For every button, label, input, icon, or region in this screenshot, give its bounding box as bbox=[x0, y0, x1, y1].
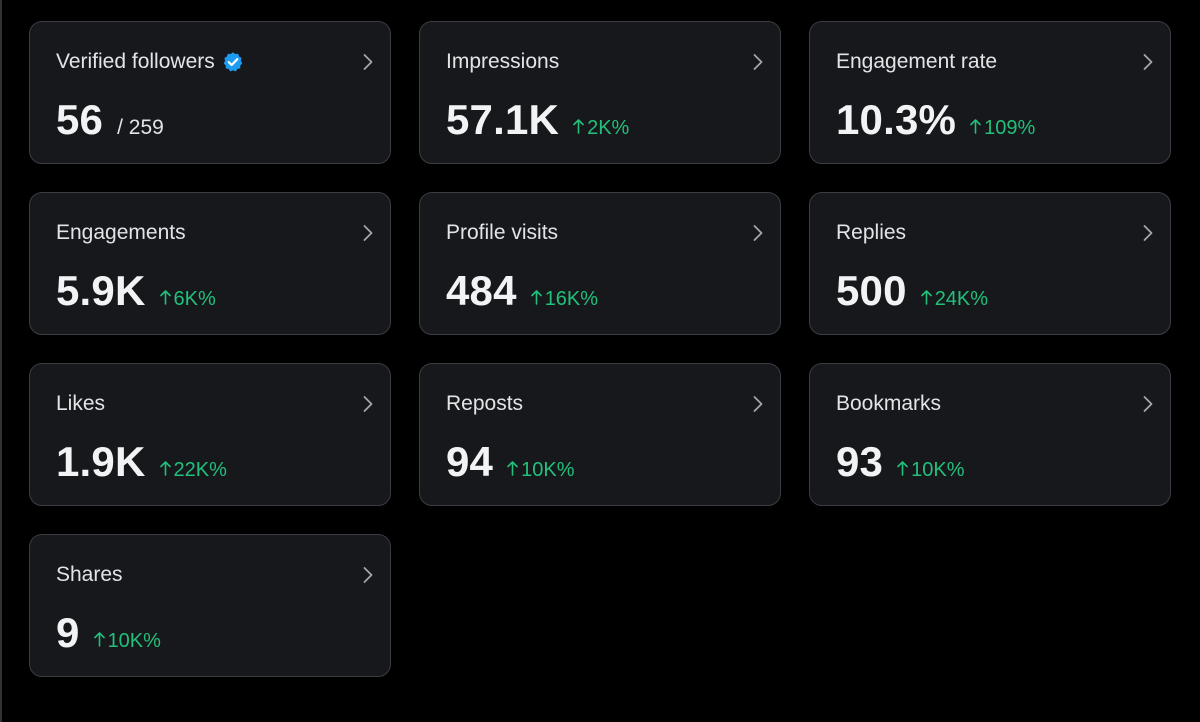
chevron-right-icon[interactable] bbox=[362, 224, 374, 242]
metric-label: Likes bbox=[56, 392, 106, 415]
metric-total: / 259 bbox=[117, 116, 164, 139]
metric-value: 93 bbox=[836, 438, 884, 485]
metric-change: 10K% bbox=[93, 630, 161, 653]
metric-change-value: 24K% bbox=[934, 288, 989, 310]
metric-card-bookmarks[interactable]: Bookmarks 93 10K% bbox=[809, 363, 1171, 506]
metric-value-row: 57.1K 2K% bbox=[446, 96, 629, 144]
metric-label-row: Engagements bbox=[56, 221, 186, 245]
metric-label: Verified followers bbox=[56, 50, 215, 73]
metric-value: 94 bbox=[446, 438, 494, 485]
arrow-up-icon bbox=[970, 117, 981, 140]
arrow-up-icon bbox=[530, 288, 542, 311]
metric-value-row: 94 10K% bbox=[446, 438, 575, 486]
metric-value-row: 1.9K 22K% bbox=[56, 438, 227, 486]
metric-label: Engagements bbox=[56, 221, 186, 244]
metric-value: 56 bbox=[56, 96, 104, 143]
metric-value: 57.1K bbox=[446, 96, 560, 143]
left-divider bbox=[0, 0, 2, 722]
metric-label-row: Replies bbox=[836, 221, 906, 245]
metric-change-value: 10K% bbox=[911, 459, 965, 481]
metric-card-engagement-rate[interactable]: Engagement rate 10.3% 109% bbox=[809, 21, 1171, 164]
chevron-right-icon[interactable] bbox=[1142, 53, 1154, 71]
arrow-up-icon bbox=[573, 117, 584, 140]
chevron-right-icon[interactable] bbox=[1142, 395, 1154, 413]
metric-label: Profile visits bbox=[446, 221, 559, 244]
metric-change: 24K% bbox=[920, 288, 989, 311]
chevron-right-icon[interactable] bbox=[362, 566, 374, 584]
metric-change-value: 2K% bbox=[587, 117, 630, 139]
metrics-grid: Verified followers 56 / 259 Impressions 57.1… bbox=[29, 21, 1171, 677]
metric-value-row: 500 24K% bbox=[836, 267, 988, 315]
metric-label-row: Verified followers bbox=[56, 50, 244, 74]
metric-change-value: 22K% bbox=[173, 459, 227, 481]
metric-label: Impressions bbox=[446, 50, 560, 73]
chevron-right-icon[interactable] bbox=[1142, 224, 1154, 242]
metric-label-row: Likes bbox=[56, 392, 105, 416]
metric-label-row: Engagement rate bbox=[836, 50, 997, 74]
metric-value-row: 5.9K 6K% bbox=[56, 267, 216, 315]
verified-badge-icon bbox=[222, 51, 244, 73]
metric-value: 10.3% bbox=[836, 96, 957, 143]
metric-label: Bookmarks bbox=[836, 392, 942, 415]
metric-card-profile-visits[interactable]: Profile visits 484 16K% bbox=[419, 192, 781, 335]
metric-change-value: 109% bbox=[984, 117, 1036, 139]
metric-label-row: Shares bbox=[56, 563, 123, 587]
metric-value: 484 bbox=[446, 267, 517, 314]
metric-change: 2K% bbox=[573, 117, 629, 140]
metric-value: 500 bbox=[836, 267, 907, 314]
metric-label-row: Impressions bbox=[446, 50, 559, 74]
metric-label-row: Reposts bbox=[446, 392, 523, 416]
metric-change: 22K% bbox=[159, 459, 227, 482]
metric-value-row: 56 / 259 bbox=[56, 96, 164, 144]
metric-change: 6K% bbox=[159, 288, 216, 311]
metric-change: 16K% bbox=[530, 288, 599, 311]
metric-label: Replies bbox=[836, 221, 907, 244]
metric-change-value: 10K% bbox=[107, 630, 161, 652]
metric-label: Reposts bbox=[446, 392, 524, 415]
metric-value-row: 484 16K% bbox=[446, 267, 598, 315]
metric-label: Engagement rate bbox=[836, 50, 998, 73]
chevron-right-icon[interactable] bbox=[752, 395, 764, 413]
arrow-up-icon bbox=[920, 288, 932, 311]
chevron-right-icon[interactable] bbox=[362, 395, 374, 413]
metric-card-shares[interactable]: Shares 9 10K% bbox=[29, 534, 391, 677]
metric-card-engagements[interactable]: Engagements 5.9K 6K% bbox=[29, 192, 391, 335]
arrow-up-icon bbox=[507, 459, 518, 482]
metric-change-value: 10K% bbox=[521, 459, 575, 481]
metric-card-impressions[interactable]: Impressions 57.1K 2K% bbox=[419, 21, 781, 164]
metric-label-row: Bookmarks bbox=[836, 392, 941, 416]
metric-change: 109% bbox=[970, 117, 1035, 140]
metric-change: 10K% bbox=[897, 459, 965, 482]
metric-value-row: 9 10K% bbox=[56, 609, 161, 657]
chevron-right-icon[interactable] bbox=[752, 53, 764, 71]
chevron-right-icon[interactable] bbox=[752, 224, 764, 242]
metric-card-replies[interactable]: Replies 500 24K% bbox=[809, 192, 1171, 335]
metric-card-reposts[interactable]: Reposts 94 10K% bbox=[419, 363, 781, 506]
metric-value: 5.9K bbox=[56, 267, 146, 314]
arrow-up-icon bbox=[93, 630, 105, 653]
metric-change-value: 16K% bbox=[544, 288, 599, 310]
metric-card-likes[interactable]: Likes 1.9K 22K% bbox=[29, 363, 391, 506]
metric-value: 9 bbox=[56, 609, 80, 656]
metric-value-row: 93 10K% bbox=[836, 438, 965, 486]
arrow-up-icon bbox=[897, 459, 908, 482]
metric-change: 10K% bbox=[507, 459, 575, 482]
chevron-right-icon[interactable] bbox=[362, 53, 374, 71]
metric-value: 1.9K bbox=[56, 438, 146, 485]
metric-card-verified-followers[interactable]: Verified followers 56 / 259 bbox=[29, 21, 391, 164]
metric-label: Shares bbox=[56, 563, 123, 586]
metric-value-row: 10.3% 109% bbox=[836, 96, 1035, 144]
metric-label-row: Profile visits bbox=[446, 221, 558, 245]
arrow-up-icon bbox=[159, 459, 171, 482]
arrow-up-icon bbox=[159, 288, 171, 311]
metric-change-value: 6K% bbox=[173, 288, 216, 310]
